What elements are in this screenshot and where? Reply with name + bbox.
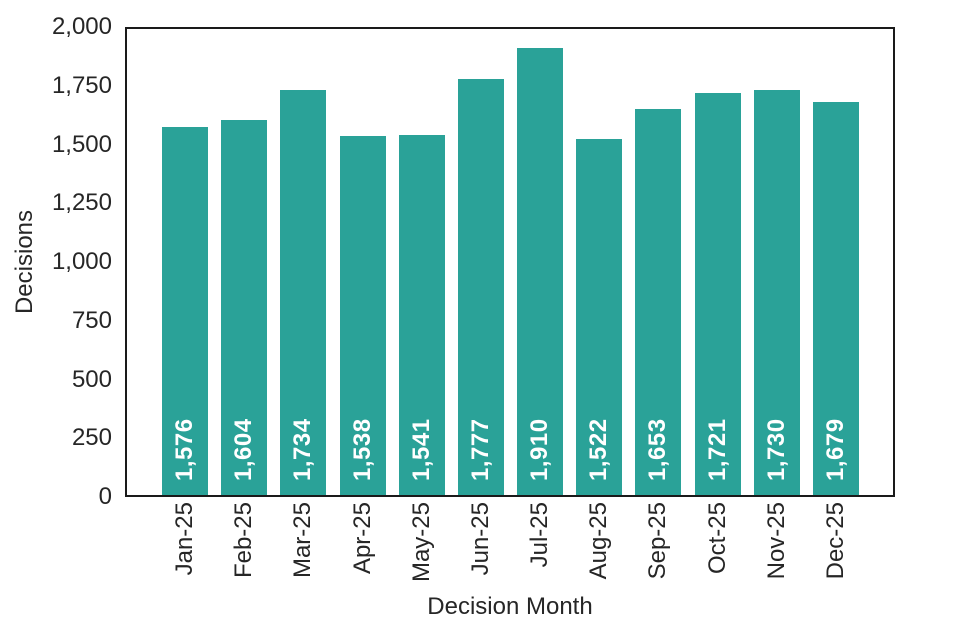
y-tick-label: 750 bbox=[71, 306, 112, 334]
bar-value-label: 1,576 bbox=[171, 418, 198, 481]
bar-value-label: 1,679 bbox=[822, 418, 849, 481]
bar-value-label: 1,604 bbox=[230, 418, 258, 481]
y-tick-label: 0 bbox=[98, 483, 112, 510]
x-tick-label-Oct-25: Oct-25 bbox=[703, 502, 731, 575]
x-tick-label-Sep-25: Sep-25 bbox=[644, 502, 672, 580]
x-tick-label-May-25: May-25 bbox=[407, 502, 435, 583]
bar-Jun-25 bbox=[457, 79, 504, 495]
y-tick-label: 500 bbox=[71, 365, 112, 393]
y-tick-label: 250 bbox=[71, 424, 112, 452]
bar-value-label: 1,653 bbox=[644, 418, 672, 481]
bar-Oct-25 bbox=[694, 92, 741, 495]
bar-Apr-25 bbox=[339, 135, 386, 495]
y-tick-label: 1,000 bbox=[51, 248, 112, 275]
x-tick-label-Jul-25: Jul-25 bbox=[526, 502, 554, 568]
x-axis-tick-labels: Jan-25 Feb-25 Mar-25 Apr-25 May-25 Jun-25 Jul-… bbox=[125, 497, 895, 607]
bar-Jan-25 bbox=[162, 126, 208, 495]
x-tick-label-Jan-25: Jan-25 bbox=[171, 502, 198, 576]
bar-Sep-25 bbox=[635, 108, 682, 495]
bar-value-label: 1,538 bbox=[348, 418, 376, 481]
y-axis-tick-labels: 0 250 500 750 1,000 1,250 1,500 1,750 2,000 bbox=[0, 13, 112, 510]
bar-value-label: 1,734 bbox=[289, 418, 317, 481]
bar-Feb-25 bbox=[221, 120, 268, 495]
bar-Mar-25 bbox=[280, 89, 327, 495]
y-tick-label: 1,250 bbox=[51, 189, 112, 217]
x-tick-label-Dec-25: Dec-25 bbox=[822, 502, 849, 580]
bar-Nov-25 bbox=[753, 90, 800, 495]
bar-value-label: 1,541 bbox=[407, 418, 435, 481]
bar-value-label: 1,777 bbox=[466, 418, 494, 481]
bar-Jul-25 bbox=[517, 48, 564, 495]
bar-value-label: 1,730 bbox=[762, 418, 790, 481]
x-tick-label-Feb-25: Feb-25 bbox=[230, 502, 258, 579]
bar-Aug-25 bbox=[576, 139, 623, 495]
y-tick-label: 2,000 bbox=[51, 13, 112, 40]
x-tick-label-Apr-25: Apr-25 bbox=[348, 502, 376, 575]
x-tick-label-Mar-25: Mar-25 bbox=[289, 502, 317, 579]
bar-value-label: 1,522 bbox=[585, 418, 613, 481]
bar-May-25 bbox=[398, 134, 445, 495]
x-tick-label-Aug-25: Aug-25 bbox=[585, 502, 613, 580]
x-axis-title: Decision Month bbox=[427, 593, 593, 620]
x-tick-label-Nov-25: Nov-25 bbox=[762, 502, 790, 580]
bars-layer: 1,576 1,604 1,734 1,538 1,541 1,777 1,910 1,522… bbox=[125, 27, 895, 497]
x-tick-label-Jun-25: Jun-25 bbox=[466, 502, 494, 576]
y-tick-label: 1,500 bbox=[51, 130, 112, 158]
y-tick-label: 1,750 bbox=[51, 71, 112, 99]
bar-Dec-25 bbox=[813, 102, 859, 495]
bar-value-label: 1,721 bbox=[703, 418, 731, 481]
bar-value-label: 1,910 bbox=[526, 418, 554, 481]
